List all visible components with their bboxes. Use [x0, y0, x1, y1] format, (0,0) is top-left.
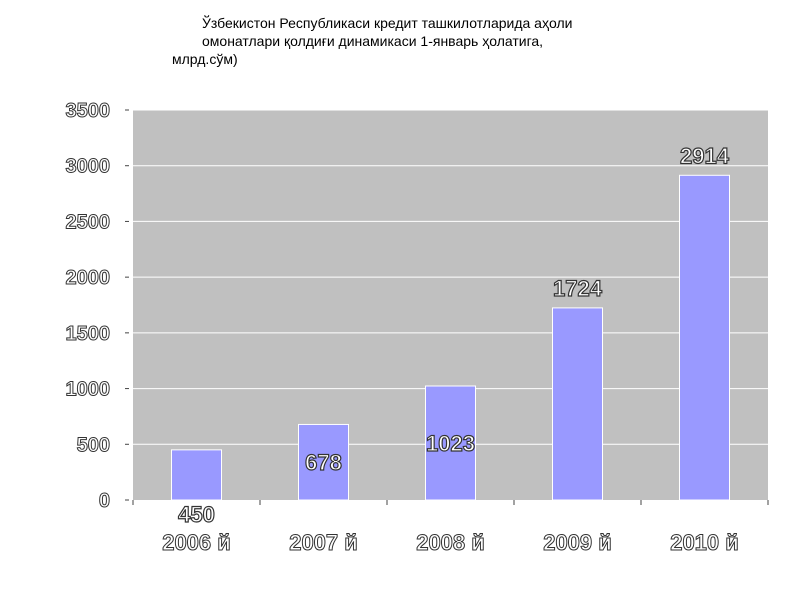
bar — [552, 307, 603, 501]
x-tick-label: 2008 й — [416, 530, 485, 555]
x-tick-label: 2010 й — [670, 530, 739, 555]
data-label: 1724 — [553, 276, 603, 301]
data-label: 2914 — [680, 143, 730, 168]
y-tick-label: 3500 — [66, 100, 111, 122]
data-label: 450 — [178, 502, 215, 527]
bar — [298, 423, 349, 501]
y-tick-label: 500 — [77, 434, 110, 456]
x-tick-label: 2009 й — [543, 530, 612, 555]
bar — [425, 385, 476, 501]
data-label: 678 — [305, 450, 342, 475]
y-tick-label: 3000 — [66, 156, 111, 178]
y-tick-label: 2500 — [66, 211, 111, 233]
x-tick-label: 2007 й — [289, 530, 358, 555]
y-tick-label: 1000 — [66, 379, 111, 401]
data-label: 1023 — [426, 431, 475, 456]
title-line-3: млрд.сўм) — [172, 51, 238, 67]
y-tick-label: 0 — [99, 490, 110, 512]
bar — [171, 449, 222, 501]
y-tick-label: 2000 — [66, 267, 111, 289]
title-line-2: омонатлари қолдиғи динамикаси 1-январь ҳ… — [202, 33, 544, 49]
title-line-1: Ўзбекистон Республикаси кредит ташкилотл… — [202, 15, 573, 31]
chart-title: Ўзбекистон Республикаси кредит ташкилотл… — [172, 14, 642, 68]
y-tick-label: 1500 — [66, 323, 111, 345]
bar — [679, 174, 730, 501]
x-tick-label: 2006 й — [162, 530, 231, 555]
